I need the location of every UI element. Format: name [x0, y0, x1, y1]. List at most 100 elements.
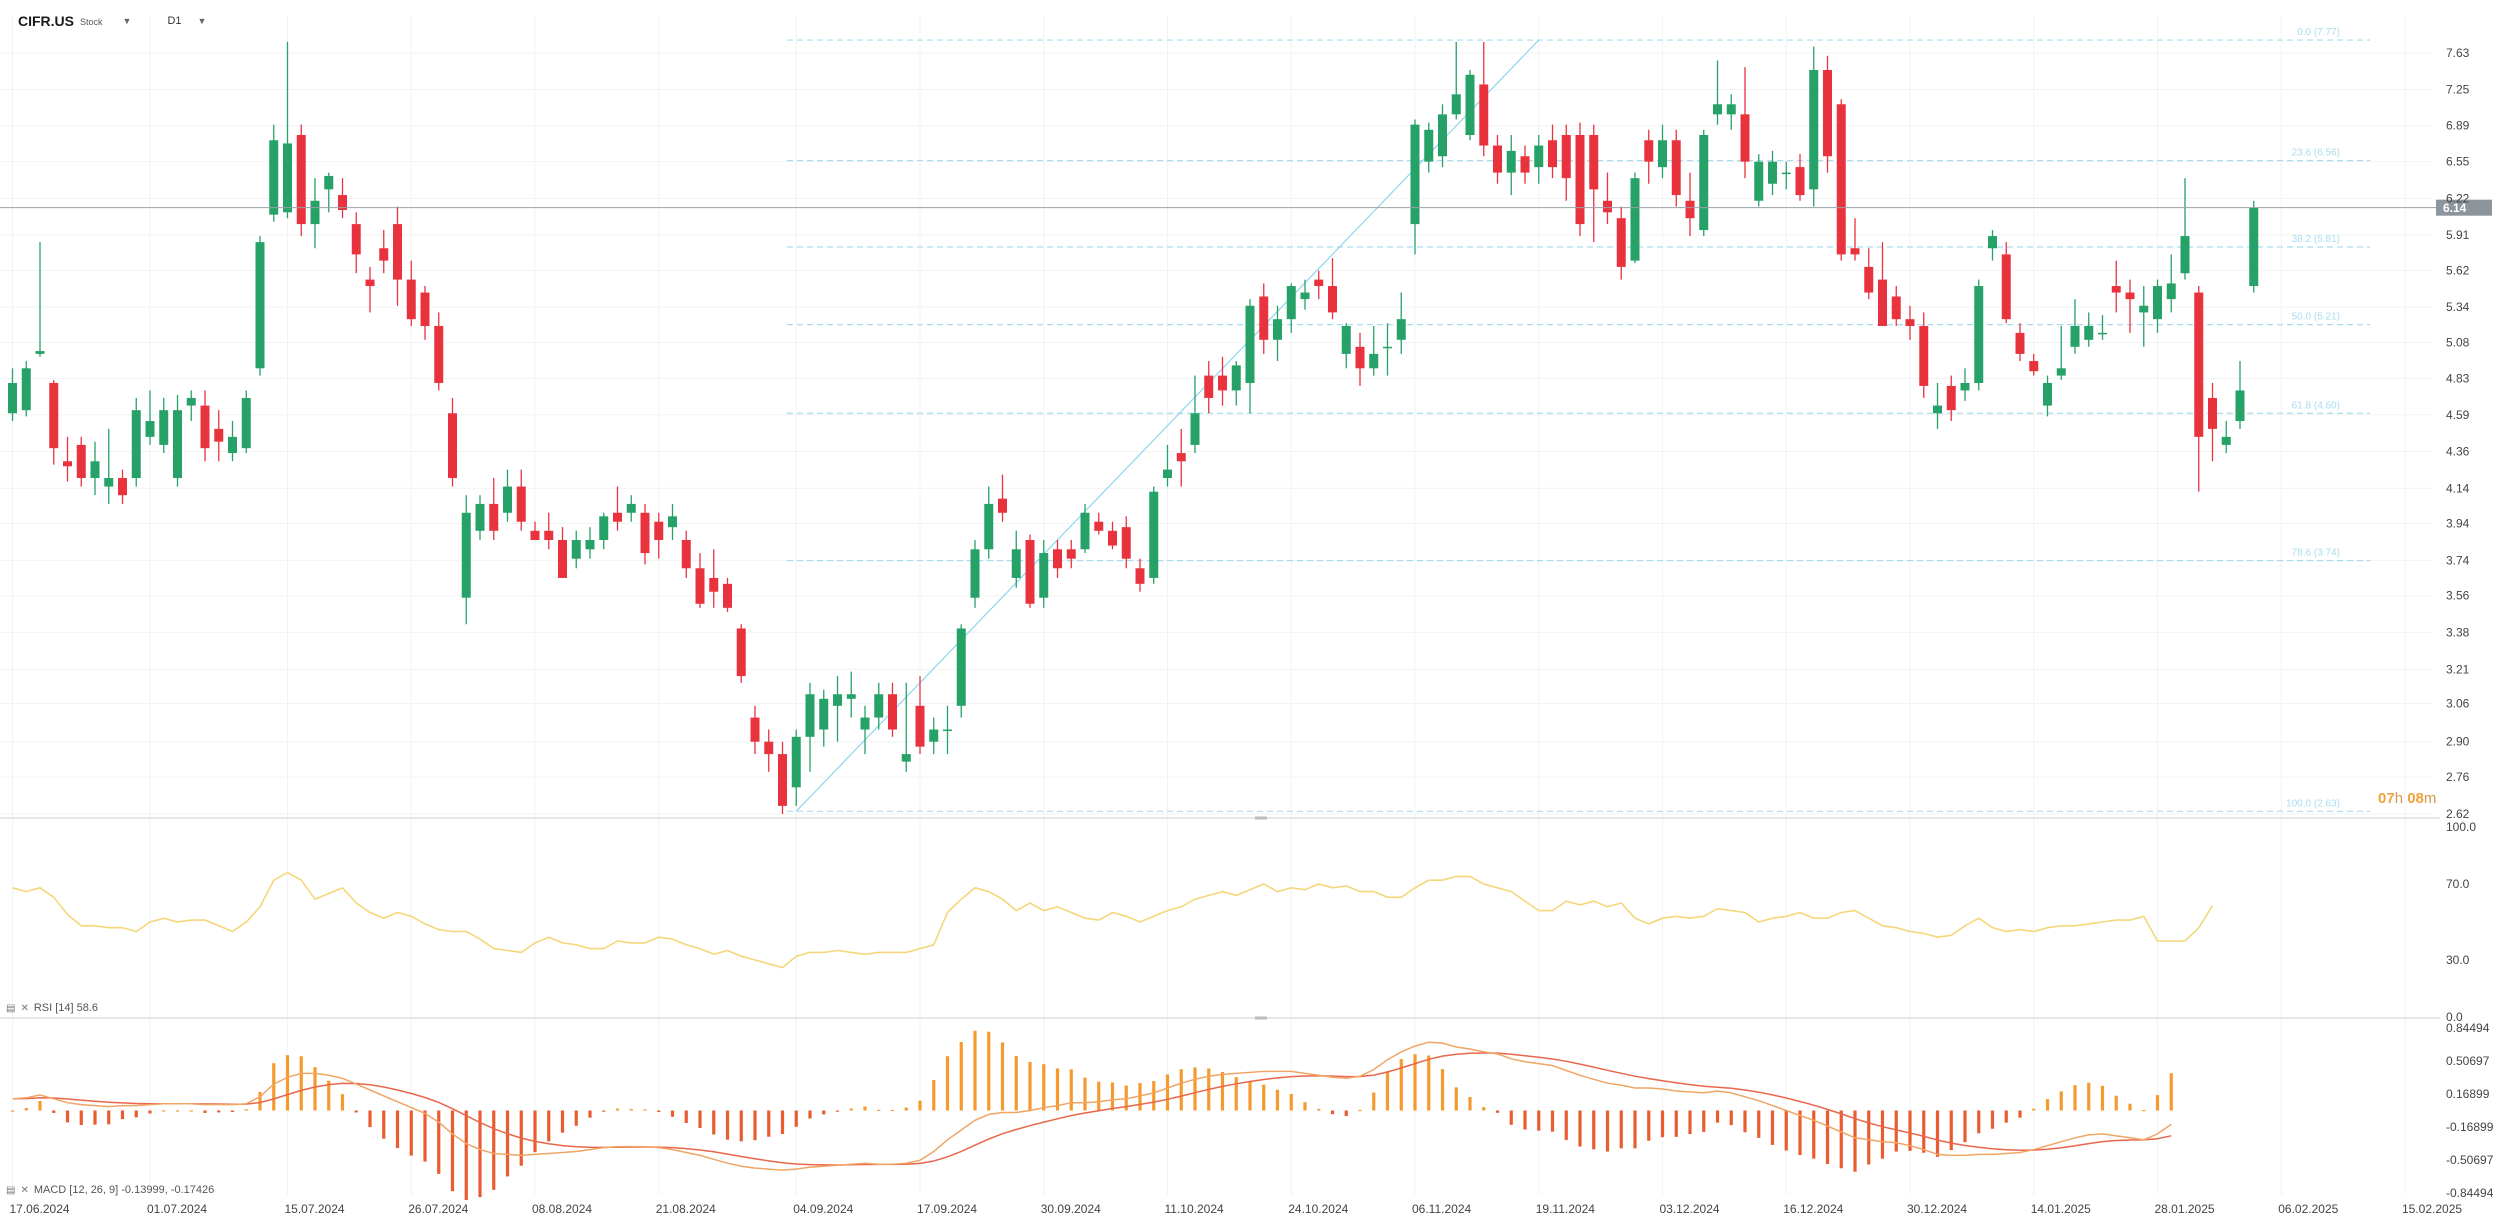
candle-up	[1011, 530, 1021, 588]
close-icon[interactable]: ✕	[20, 1184, 29, 1196]
macd-histogram-bar	[1083, 1077, 1087, 1111]
candle-body	[310, 200, 320, 225]
settings-icon[interactable]: ▤	[6, 1184, 16, 1196]
macd-histogram-bar	[1358, 1109, 1362, 1112]
candle-up	[2221, 421, 2231, 454]
candle-down	[1671, 129, 1681, 207]
candle-up	[599, 512, 609, 550]
macd-histogram-bar	[368, 1110, 372, 1128]
candle-up	[943, 705, 952, 755]
candle-down	[1919, 312, 1929, 398]
candle-body	[626, 503, 636, 513]
chevron-down-icon[interactable]: ▼	[197, 16, 207, 26]
candle-up	[791, 729, 801, 806]
candle-body	[1190, 413, 1200, 445]
candle-down	[750, 705, 760, 755]
candle-body	[1355, 346, 1365, 369]
macd-histogram-bar	[1495, 1110, 1500, 1113]
candle-down	[420, 286, 430, 340]
candle-up	[90, 441, 100, 496]
candle-body	[1300, 292, 1310, 300]
candle-countdown: 07h 08m	[2378, 790, 2436, 807]
candle-up	[2070, 299, 2080, 354]
candle-body	[393, 224, 402, 280]
candle-body	[503, 486, 512, 513]
candle-down	[1259, 283, 1269, 354]
macd-histogram-bar	[450, 1110, 455, 1192]
candle-up	[1974, 279, 1984, 391]
candle-body	[709, 577, 719, 592]
pane-resize-handle	[1255, 1016, 1267, 1020]
candle-body	[1108, 530, 1117, 546]
candle-body	[1823, 69, 1832, 157]
macd-histogram-bar	[657, 1110, 661, 1113]
chevron-down-icon[interactable]: ▼	[122, 16, 132, 26]
price-tick-label: 6.22	[2446, 191, 2470, 205]
macd-tick-label: 0.50697	[2446, 1054, 2490, 1068]
macd-histogram-bar	[1000, 1042, 1005, 1111]
symbol-label[interactable]: CIFR.US	[18, 13, 74, 29]
macd-histogram-bar	[382, 1110, 386, 1139]
candle-down	[76, 436, 86, 487]
candle-body	[2221, 436, 2231, 445]
candle-body	[1809, 69, 1819, 190]
close-icon[interactable]: ✕	[20, 1002, 29, 1014]
macd-histogram-bar	[753, 1110, 757, 1141]
candle-up	[503, 469, 512, 522]
candle-up	[35, 242, 45, 357]
candle-up	[1149, 486, 1159, 584]
candle-body	[585, 539, 595, 550]
settings-icon[interactable]: ▤	[6, 1002, 16, 1014]
candle-body	[1974, 286, 1984, 383]
macd-histogram-bar	[1303, 1102, 1307, 1111]
macd-histogram-bar	[1688, 1110, 1692, 1135]
macd-histogram-bar	[354, 1110, 358, 1113]
candle-body	[1644, 140, 1654, 162]
candle-body	[420, 292, 430, 326]
price-badge-label: 6.14	[2443, 201, 2467, 215]
macd-label[interactable]: ▤ ✕ MACD [12, 26, 9] -0.13999, -0.17426	[6, 1184, 214, 1196]
candle-body	[448, 413, 457, 479]
macd-histogram-bar	[437, 1110, 441, 1174]
macd-histogram-bar	[1014, 1056, 1018, 1111]
macd-histogram-bar	[849, 1108, 853, 1111]
macd-histogram-bar	[2100, 1085, 2105, 1111]
macd-histogram-bar	[2087, 1082, 2091, 1111]
candle-body	[901, 754, 911, 762]
macd-histogram-bar	[1317, 1108, 1321, 1111]
candle-up	[131, 397, 141, 487]
date-tick-label: 19.11.2024	[1536, 1202, 1595, 1216]
macd-histogram-bar	[2155, 1095, 2160, 1111]
candle-body	[695, 568, 705, 604]
timeframe-selector[interactable]: D1	[167, 15, 182, 27]
macd-histogram-bar	[1647, 1110, 1651, 1141]
macd-histogram-bar	[1042, 1064, 1046, 1111]
macd-histogram-bar	[203, 1110, 207, 1113]
candle-body	[173, 410, 182, 479]
candle-body	[1864, 266, 1874, 293]
candle-body	[1919, 325, 1929, 386]
macd-histogram-bar	[1454, 1087, 1458, 1111]
macd-histogram-bar	[725, 1110, 730, 1140]
rsi-label[interactable]: ▤ ✕ RSI [14] 58.6	[6, 1002, 98, 1014]
candle-up	[1451, 41, 1461, 120]
date-tick-label: 14.01.2025	[2031, 1202, 2091, 1216]
candle-up	[1300, 279, 1310, 310]
candle-body	[750, 717, 760, 742]
candle-down	[1878, 242, 1887, 326]
candle-body	[131, 410, 141, 479]
macd-histogram-bar	[794, 1110, 798, 1127]
candle-body	[1534, 145, 1544, 168]
candle-body	[1589, 134, 1599, 190]
candle-body	[76, 444, 86, 479]
candle-body	[1933, 405, 1942, 414]
candle-body	[2249, 207, 2259, 287]
candle-body	[1121, 527, 1131, 559]
candle-down	[516, 469, 526, 531]
candle-body	[2111, 286, 2121, 293]
macd-histogram-bar	[1908, 1110, 1912, 1151]
date-tick-label: 06.02.2025	[2278, 1202, 2338, 1216]
date-tick-label: 01.07.2024	[147, 1202, 207, 1216]
candle-down	[1479, 41, 1489, 157]
